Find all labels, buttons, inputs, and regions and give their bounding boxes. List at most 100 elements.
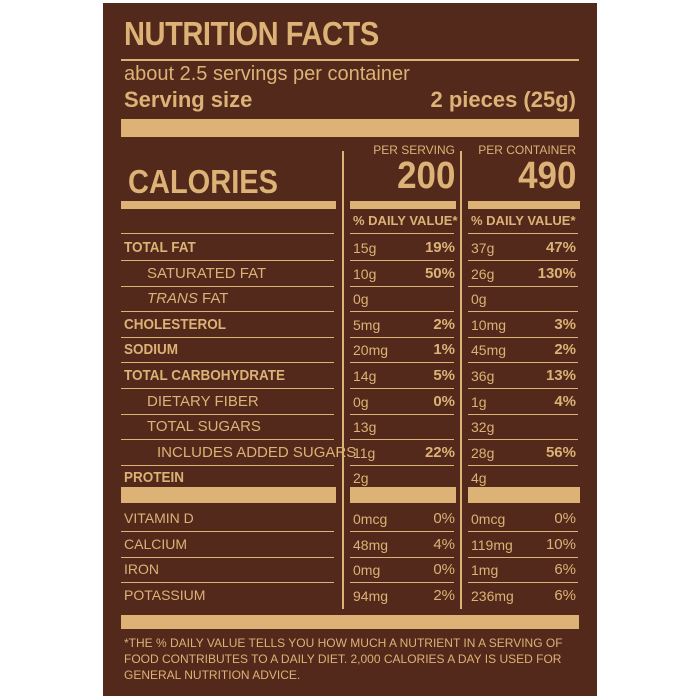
nutrient-name: DIETARY FIBER <box>147 392 259 410</box>
row-line <box>121 464 334 466</box>
per-container-daily-value: 4% <box>554 392 576 410</box>
row-line <box>121 413 334 415</box>
nutrient-name: CHOLESTEROL <box>124 315 227 333</box>
per-serving-amount: 48mg <box>353 536 389 553</box>
nutrient-name: PROTEIN <box>124 469 185 487</box>
calories-divider-name <box>121 201 336 209</box>
row-line <box>350 362 454 364</box>
thick-divider-footnote <box>121 615 579 629</box>
vitamin-name: VITAMIN D <box>124 510 194 526</box>
thick-divider-vitamins-serving <box>350 487 456 503</box>
serving-size-label: Serving size <box>124 87 253 112</box>
row-line <box>350 556 454 558</box>
nutrient-row: SATURATED FAT 10g 50% 26g 130% <box>103 262 597 287</box>
per-container-daily-value: 6% <box>554 561 576 578</box>
per-container-label: PER CONTAINER <box>478 143 576 157</box>
row-line <box>121 556 334 558</box>
vitamin-row: IRON 0mg 0% 1mg 6% <box>103 558 597 583</box>
row-line <box>468 531 578 532</box>
nutrient-row: SODIUM 20mg 1% 45mg 2% <box>103 338 597 363</box>
per-container-amount: 26g <box>471 265 495 282</box>
per-container-amount: 28g <box>471 444 495 461</box>
nutrient-name: SATURATED FAT <box>147 264 267 282</box>
per-serving-amount: 14g <box>353 368 377 384</box>
nutrient-row: TOTAL FAT 15g 19% 37g 47% <box>103 236 597 261</box>
nutrition-facts-panel: NUTRITION FACTS about 2.5 servings per c… <box>103 3 597 696</box>
row-line <box>350 336 454 338</box>
per-serving-amount: 15g <box>353 240 377 256</box>
column-divider-2 <box>460 151 462 609</box>
nutrient-name: TOTAL FAT <box>124 239 196 256</box>
nutrient-name: TOTAL CARBOHYDRATE <box>124 367 286 384</box>
vitamin-row: VITAMIN D 0mcg 0% 0mcg 0% <box>103 507 597 532</box>
calories-divider-container <box>468 201 580 209</box>
per-container-amount: 45mg <box>471 342 507 359</box>
per-serving-amount: 0g <box>353 393 369 410</box>
row-line <box>121 388 334 389</box>
per-serving-daily-value: 5% <box>433 367 455 384</box>
row-line <box>468 285 578 287</box>
per-serving-daily-value: 1% <box>433 341 455 359</box>
per-container-amount: 119mg <box>471 536 513 553</box>
per-serving-amount: 94mg <box>353 587 389 604</box>
per-container-amount: 37g <box>471 240 495 256</box>
row-line <box>350 311 454 313</box>
row-line <box>350 388 454 389</box>
per-serving-daily-value: 0% <box>433 392 455 410</box>
vitamin-name: CALCIUM <box>124 535 188 552</box>
per-container-daily-value: 10% <box>545 535 576 553</box>
nutrient-name: TRANS FAT <box>147 290 229 308</box>
thick-divider-vitamins-container <box>468 487 580 503</box>
row-line <box>121 260 334 261</box>
daily-value-header-container: % DAILY VALUE* <box>471 213 576 228</box>
per-container-daily-value: 3% <box>554 315 576 333</box>
row-line <box>468 582 578 583</box>
per-container-daily-value: 130% <box>537 264 576 282</box>
per-container-daily-value: 6% <box>554 586 576 604</box>
nutrient-row: INCLUDES ADDED SUGARS 11g 22% 28g 56% <box>103 441 597 466</box>
per-serving-label: PER SERVING <box>373 143 455 157</box>
per-serving-daily-value: 0% <box>433 561 455 578</box>
per-serving-daily-value: 2% <box>433 315 455 333</box>
row-line <box>468 556 578 558</box>
per-serving-amount: 10g <box>353 265 377 282</box>
row-line <box>468 311 578 313</box>
per-serving-daily-value: 0% <box>433 510 455 527</box>
row-line <box>468 388 578 389</box>
row-line <box>350 260 454 261</box>
nutrient-row: TOTAL CARBOHYDRATE 14g 5% 36g 13% <box>103 364 597 389</box>
per-container-daily-value: 2% <box>554 341 576 359</box>
per-serving-amount: 2g <box>353 470 369 487</box>
row-line <box>468 260 578 261</box>
row-line <box>350 464 454 466</box>
per-serving-daily-value: 2% <box>433 586 455 604</box>
row-line <box>468 362 578 364</box>
footnote: *THE % DAILY VALUE TELLS YOU HOW MUCH A … <box>124 636 563 682</box>
row-line <box>350 582 454 583</box>
per-container-daily-value: 56% <box>545 443 576 461</box>
per-serving-daily-value: 19% <box>424 239 455 256</box>
calories-per-container: 490 <box>517 155 576 197</box>
row-line <box>468 336 578 338</box>
nutrient-name: TOTAL SUGARS <box>147 418 261 436</box>
vitamin-row: CALCIUM 48mg 4% 119mg 10% <box>103 533 597 558</box>
nutrient-row: DIETARY FIBER 0g 0% 1g 4% <box>103 390 597 415</box>
per-container-amount: 0mcg <box>471 511 506 527</box>
per-serving-amount: 5mg <box>353 316 381 333</box>
per-serving-daily-value: 22% <box>424 443 455 461</box>
row-line <box>468 464 578 466</box>
row-line <box>350 413 454 415</box>
per-container-daily-value: 13% <box>545 367 576 384</box>
nutrient-row: TRANS FAT 0g 0g <box>103 287 597 312</box>
row-line <box>350 439 454 441</box>
per-container-amount: 236mg <box>471 587 514 604</box>
calories-per-serving: 200 <box>396 155 455 197</box>
calories-divider-serving <box>350 201 456 209</box>
daily-value-header-serving: % DAILY VALUE* <box>353 213 458 228</box>
nutrient-name: INCLUDES ADDED SUGARS <box>157 443 357 461</box>
title-divider <box>121 59 579 61</box>
per-serving-amount: 13g <box>353 419 377 436</box>
row-line <box>468 413 578 415</box>
row-line <box>350 233 454 234</box>
thick-divider-vitamins-name <box>121 487 336 503</box>
